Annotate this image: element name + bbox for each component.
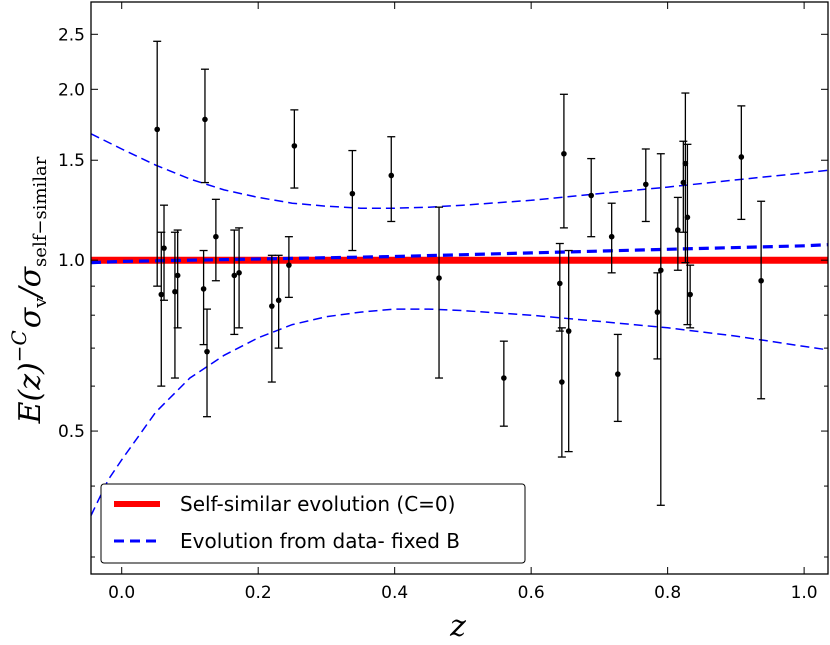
y-label-sigma-ss: σ <box>13 265 48 287</box>
data-point <box>174 272 181 279</box>
legend: Self-similar evolution (C=0) Evolution f… <box>100 483 526 564</box>
data-point <box>172 288 178 295</box>
data-point <box>758 277 764 284</box>
x-tick-label: 0.0 <box>108 583 135 603</box>
plot-background <box>91 2 828 574</box>
data-point <box>642 181 649 188</box>
y-axis-label: E(z)−Cσv/σself−similar <box>7 156 51 424</box>
plot-frame <box>90 1 829 575</box>
data-point <box>588 192 595 199</box>
data-point <box>501 375 507 381</box>
x-axis-label: z <box>449 609 466 644</box>
data-point <box>202 116 208 123</box>
data-point <box>559 379 565 385</box>
data-point <box>236 270 242 276</box>
data-point <box>675 227 681 233</box>
y-tick-label: 1.5 <box>58 151 85 171</box>
svg-text:E(z)−Cσv/σself−similar: E(z)−Cσv/σself−similar <box>7 156 51 424</box>
confidence-band-line <box>91 308 828 516</box>
x-tick-label: 0.8 <box>654 583 681 603</box>
data-point <box>158 291 165 298</box>
y-tick-label: 2.5 <box>58 25 85 45</box>
y-tick-label: 2.0 <box>58 80 85 100</box>
data-point <box>684 214 691 221</box>
data-point <box>349 190 356 197</box>
data-point <box>204 348 210 355</box>
data-point <box>658 267 664 274</box>
data-point <box>561 150 567 157</box>
tick-layer: 0.0 0.2 0.4 0.6 0.8 1.0 0.5 1.0 1.5 2.0 2.5 <box>58 2 828 603</box>
data-point <box>436 275 442 281</box>
x-tick-label: 0.6 <box>518 583 545 603</box>
y-label-slash: / <box>13 285 48 301</box>
data-point <box>738 154 745 160</box>
y-label-sub-ss: self−similar <box>30 156 51 267</box>
x-tick-label: 0.2 <box>245 583 272 603</box>
data-point <box>557 280 563 287</box>
y-label-sigma-v: σ <box>13 306 48 328</box>
data-point <box>388 172 395 179</box>
data-point <box>286 262 292 268</box>
data-point <box>231 272 238 279</box>
legend-label-self-similar: Self-similar evolution (C=0) <box>180 492 455 516</box>
data-point <box>200 286 207 292</box>
data-point <box>213 233 219 240</box>
legend-label-evolution: Evolution from data- fixed B <box>180 529 460 553</box>
y-label-sub-v: v <box>30 297 51 309</box>
legend-box <box>100 483 526 564</box>
data-point <box>161 245 167 251</box>
data-point <box>615 371 621 377</box>
data-point <box>654 309 661 315</box>
data-point <box>565 328 572 334</box>
data-point <box>291 143 298 149</box>
data-point <box>275 297 282 304</box>
data-point <box>608 233 615 240</box>
y-label-exponent: −C <box>7 330 31 362</box>
data-point <box>687 291 693 298</box>
data-point <box>154 126 160 133</box>
data-layer <box>91 40 828 516</box>
confidence-band-line <box>91 133 828 209</box>
evolution-line <box>91 243 828 265</box>
y-label-lhs: E(z) <box>13 362 48 424</box>
x-tick-label: 0.4 <box>381 583 408 603</box>
y-tick-label: 0.5 <box>58 422 85 442</box>
data-point <box>269 303 275 309</box>
x-tick-label: 1.0 <box>791 583 818 603</box>
y-tick-label: 1.0 <box>58 251 85 271</box>
